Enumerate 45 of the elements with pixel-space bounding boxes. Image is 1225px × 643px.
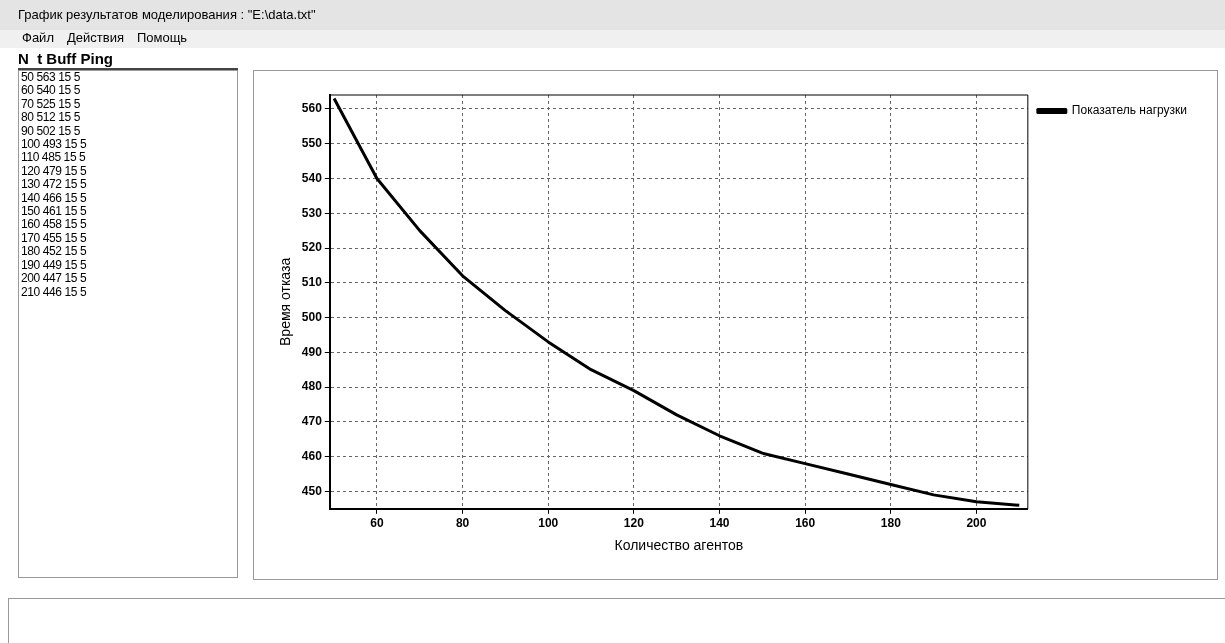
y-tick-label: 510 xyxy=(301,275,323,290)
x-tick-label: 200 xyxy=(966,516,987,531)
text: N t Buff Ping xyxy=(18,50,238,70)
text: 50 563 15 5 xyxy=(21,70,81,85)
text: 110 485 15 5 xyxy=(21,150,87,165)
text: 90 502 15 5 xyxy=(21,123,81,139)
x-tick-label: 160 xyxy=(795,516,816,531)
y-tick-label: 480 xyxy=(301,379,323,394)
x-axis-title: Количество агентов xyxy=(614,537,744,554)
text: Помощь xyxy=(136,30,188,45)
text: 70 525 15 5 xyxy=(21,96,81,112)
y-tick-label: 540 xyxy=(301,170,323,185)
text: График результатов моделирования : "E:\data.txt" xyxy=(0,0,1225,30)
y-tick-label: 520 xyxy=(301,240,323,255)
text: 200 447 15 5 xyxy=(21,271,88,286)
text: 190 449 15 5 xyxy=(21,257,88,273)
text: Действия xyxy=(66,30,124,45)
text: 60 540 15 5 xyxy=(21,83,81,98)
y-axis-title: Время отказа xyxy=(277,257,294,346)
text: 120 479 15 5 xyxy=(21,163,88,179)
y-tick-label: 560 xyxy=(301,101,323,116)
x-tick-label: 80 xyxy=(455,516,470,531)
text: 80 512 15 5 xyxy=(21,110,81,125)
x-tick-label: 100 xyxy=(538,516,559,531)
text: 210 446 15 5 xyxy=(21,284,88,299)
y-tick-label: 470 xyxy=(301,414,323,429)
text: 150 461 15 5 xyxy=(21,204,88,219)
legend-label: Показатель нагрузки xyxy=(1071,103,1188,118)
y-tick-label: 460 xyxy=(301,448,323,463)
text: 170 455 15 5 xyxy=(21,230,88,246)
text: 140 466 15 5 xyxy=(21,190,88,206)
y-tick-label: 530 xyxy=(301,205,323,220)
text: 130 472 15 5 xyxy=(21,177,88,192)
text: 100 493 15 5 xyxy=(21,137,88,152)
y-tick-label: 490 xyxy=(301,344,323,359)
y-tick-label: 550 xyxy=(301,135,323,150)
y-tick-label: 500 xyxy=(301,309,323,324)
x-tick-label: 140 xyxy=(709,516,730,531)
y-tick-label: 450 xyxy=(301,483,323,498)
text: 160 458 15 5 xyxy=(21,217,88,232)
x-tick-label: 180 xyxy=(880,516,902,531)
x-tick-label: 120 xyxy=(623,516,645,531)
text: 180 452 15 5 xyxy=(21,244,88,259)
x-tick-label: 60 xyxy=(370,516,384,531)
text: Файл xyxy=(22,30,54,45)
